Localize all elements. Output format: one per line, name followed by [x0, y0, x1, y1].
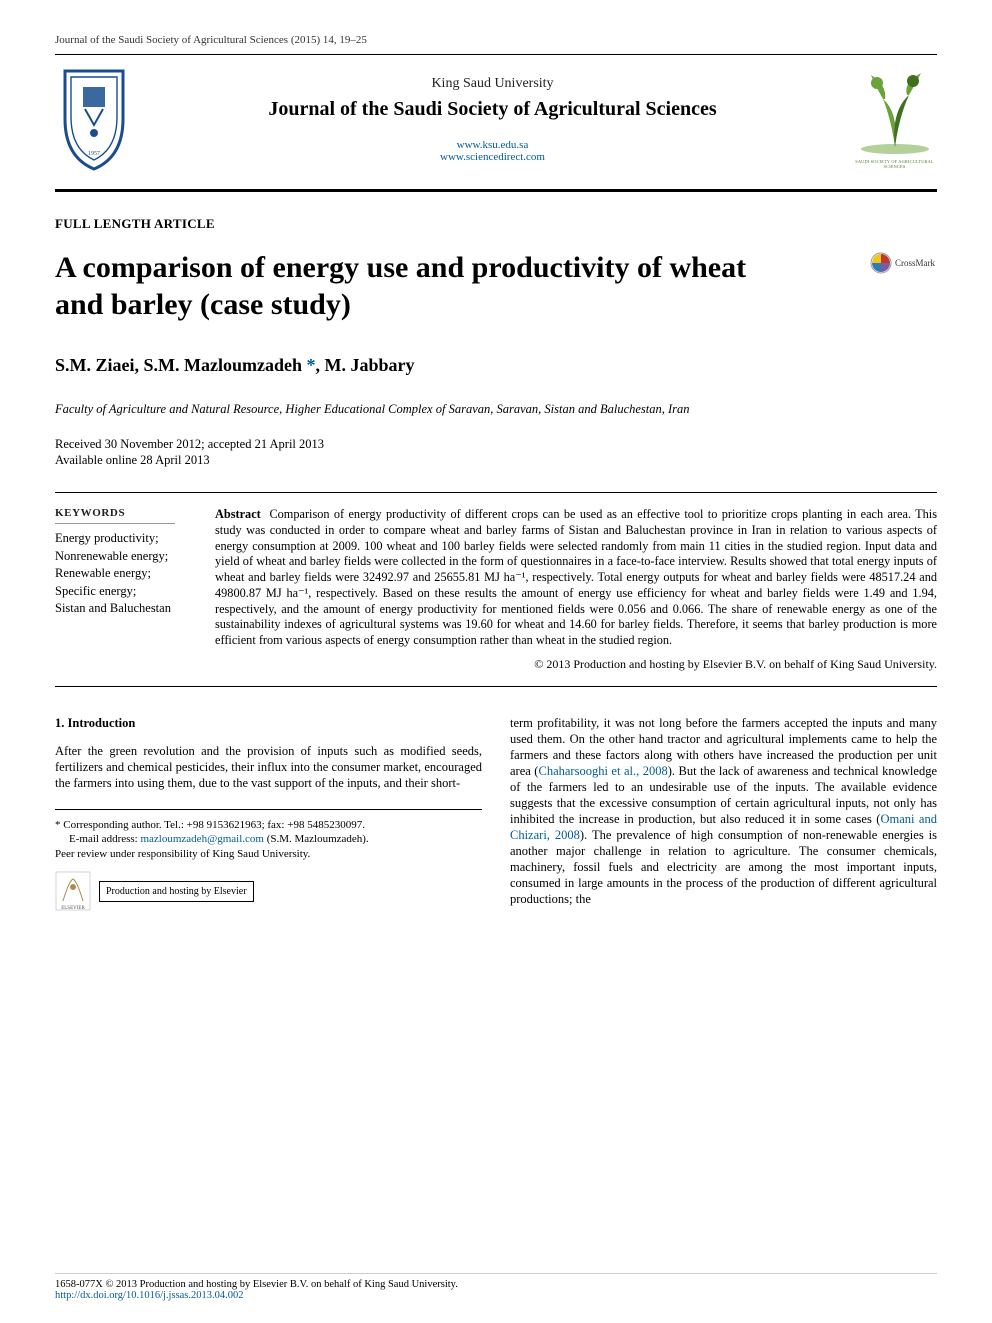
keywords-heading: KEYWORDS: [55, 507, 175, 519]
issn-line: 1658-077X © 2013 Production and hosting …: [55, 1279, 937, 1290]
abstract-column: Abstract Comparison of energy productivi…: [215, 507, 937, 672]
abstract-copyright: © 2013 Production and hosting by Elsevie…: [215, 657, 937, 672]
keyword: Sistan and Baluchestan: [55, 600, 201, 618]
authors: S.M. Ziaei, S.M. Mazloumzadeh *, M. Jabb…: [55, 355, 937, 376]
url-ksu[interactable]: www.ksu.edu.sa: [133, 139, 852, 151]
intro-para-left: After the green revolution and the provi…: [55, 743, 482, 791]
elsevier-logo: ELSEVIER: [55, 871, 91, 911]
intro-para-right: term profitability, it was not long befo…: [510, 715, 937, 907]
footnote-block: * Corresponding author. Tel.: +98 915362…: [55, 809, 482, 911]
university-name: King Saud University: [133, 76, 852, 92]
section-heading: 1. Introduction: [55, 715, 482, 731]
peer-review-note: Peer review under responsibility of King…: [55, 847, 482, 861]
society-logo: SAUDI SOCIETY OF AGRICULTURAL SCIENCES: [852, 69, 937, 169]
email-label: E-mail address:: [69, 833, 140, 845]
article-dates: Received 30 November 2012; accepted 21 A…: [55, 437, 937, 468]
citation[interactable]: Chaharsooghi et al., 2008: [538, 764, 667, 778]
hosting-box: Production and hosting by Elsevier: [99, 881, 254, 902]
corresponding-author: * Corresponding author. Tel.: +98 915362…: [55, 818, 482, 832]
crossmark-badge[interactable]: CrossMark: [870, 252, 935, 274]
abstract-block: KEYWORDS Energy productivity; Nonrenewab…: [55, 492, 937, 687]
article-title: A comparison of energy use and productiv…: [55, 250, 795, 323]
hosting-text: Production and hosting by Elsevier: [106, 885, 247, 898]
svg-text:1957: 1957: [88, 151, 100, 157]
article-type: FULL LENGTH ARTICLE: [55, 216, 937, 232]
keyword: Nonrenewable energy;: [55, 548, 201, 566]
doi-link[interactable]: http://dx.doi.org/10.1016/j.jssas.2013.0…: [55, 1290, 937, 1301]
abstract-text: Comparison of energy productivity of dif…: [215, 507, 937, 647]
corresponding-email[interactable]: mazloumzadeh@gmail.com: [140, 833, 263, 845]
url-sciencedirect[interactable]: www.sciencedirect.com: [133, 151, 852, 163]
received-accepted: Received 30 November 2012; accepted 21 A…: [55, 437, 937, 452]
journal-title: Journal of the Saudi Society of Agricult…: [133, 98, 852, 121]
keywords-list: Energy productivity; Nonrenewable energy…: [55, 530, 201, 618]
journal-links: www.ksu.edu.sa www.sciencedirect.com: [133, 139, 852, 163]
keyword: Energy productivity;: [55, 530, 201, 548]
keywords-column: KEYWORDS Energy productivity; Nonrenewab…: [55, 507, 215, 672]
journal-reference: Journal of the Saudi Society of Agricult…: [55, 34, 937, 46]
crossmark-icon: [870, 252, 892, 274]
affiliation: Faculty of Agriculture and Natural Resou…: [55, 402, 937, 417]
left-column: 1. Introduction After the green revoluti…: [55, 715, 482, 911]
email-tail: (S.M. Mazloumzadeh).: [264, 833, 369, 845]
abstract-label: Abstract: [215, 507, 261, 521]
society-caption: SAUDI SOCIETY OF AGRICULTURAL SCIENCES: [852, 159, 937, 169]
ksu-shield-logo: 1957: [55, 65, 133, 173]
body-columns: 1. Introduction After the green revoluti…: [55, 715, 937, 911]
keyword: Specific energy;: [55, 583, 201, 601]
keyword: Renewable energy;: [55, 565, 201, 583]
journal-header: 1957 King Saud University Journal of the…: [55, 54, 937, 192]
svg-text:ELSEVIER: ELSEVIER: [61, 906, 85, 911]
crossmark-label: CrossMark: [895, 258, 935, 268]
right-column: term profitability, it was not long befo…: [510, 715, 937, 911]
hosting-row: ELSEVIER Production and hosting by Elsev…: [55, 871, 482, 911]
available-online: Available online 28 April 2013: [55, 453, 937, 468]
footer-bar: 1658-077X © 2013 Production and hosting …: [55, 1273, 937, 1301]
header-center: King Saud University Journal of the Saud…: [133, 76, 852, 163]
